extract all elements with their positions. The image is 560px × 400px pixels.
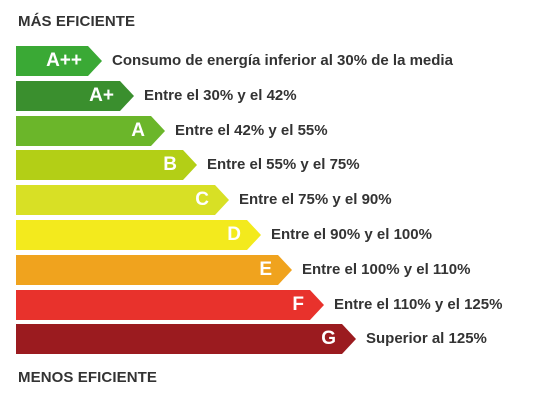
energy-class-row: G Superior al 125% [16,324,560,354]
energy-class-arrow [16,81,134,111]
most-efficient-heading: MÁS EFICIENTE [18,13,136,30]
energy-class-arrow-shape [16,324,356,354]
energy-class-row: A Entre el 42% y el 55% [16,116,545,146]
energy-class-arrow [16,185,229,215]
energy-class-description: Entre el 75% y el 90% [239,191,392,208]
energy-class-row: C Entre el 75% y el 90% [16,185,560,215]
energy-class-row: D Entre el 90% y el 100% [16,220,560,250]
energy-class-description: Entre el 30% y el 42% [144,87,297,104]
energy-class-row: A+ Entre el 30% y el 42% [16,81,514,111]
energy-class-label: A+ [89,85,114,106]
energy-class-label: C [195,189,209,210]
energy-class-arrow-shape [16,81,134,111]
energy-class-label: E [259,259,272,280]
energy-class-description: Entre el 55% y el 75% [207,156,360,173]
energy-class-label: A++ [46,50,82,71]
energy-class-arrow-shape [16,185,229,215]
energy-class-row: B Entre el 55% y el 75% [16,150,560,180]
energy-class-description: Consumo de energía inferior al 30% de la… [112,52,453,69]
energy-class-description: Entre el 42% y el 55% [175,122,328,139]
energy-class-arrow [16,150,197,180]
energy-class-description: Superior al 125% [366,330,487,347]
energy-class-arrow-shape [16,46,102,76]
energy-class-arrow-shape [16,290,324,320]
energy-class-arrow [16,324,356,354]
energy-class-arrow-shape [16,220,261,250]
energy-class-arrow [16,116,165,146]
energy-class-row: F Entre el 110% y el 125% [16,290,560,320]
energy-class-label: A [131,120,145,141]
energy-class-label: D [227,224,241,245]
energy-class-row: E Entre el 100% y el 110% [16,255,560,285]
energy-class-label: B [163,154,177,175]
energy-class-description: Entre el 110% y el 125% [334,296,503,313]
energy-class-description: Entre el 100% y el 110% [302,261,471,278]
energy-class-label: G [321,328,336,349]
energy-class-arrow-shape [16,255,292,285]
energy-class-arrow [16,290,324,320]
least-efficient-heading: MENOS EFICIENTE [18,369,158,386]
energy-class-description: Entre el 90% y el 100% [271,226,432,243]
energy-class-arrow [16,220,261,250]
energy-class-arrow-shape [16,116,165,146]
energy-class-label: F [292,294,304,315]
energy-class-arrow [16,46,102,76]
energy-class-arrow [16,255,292,285]
energy-class-row: A++ Consumo de energía inferior al 30% de… [16,46,482,76]
energy-class-arrow-shape [16,150,197,180]
